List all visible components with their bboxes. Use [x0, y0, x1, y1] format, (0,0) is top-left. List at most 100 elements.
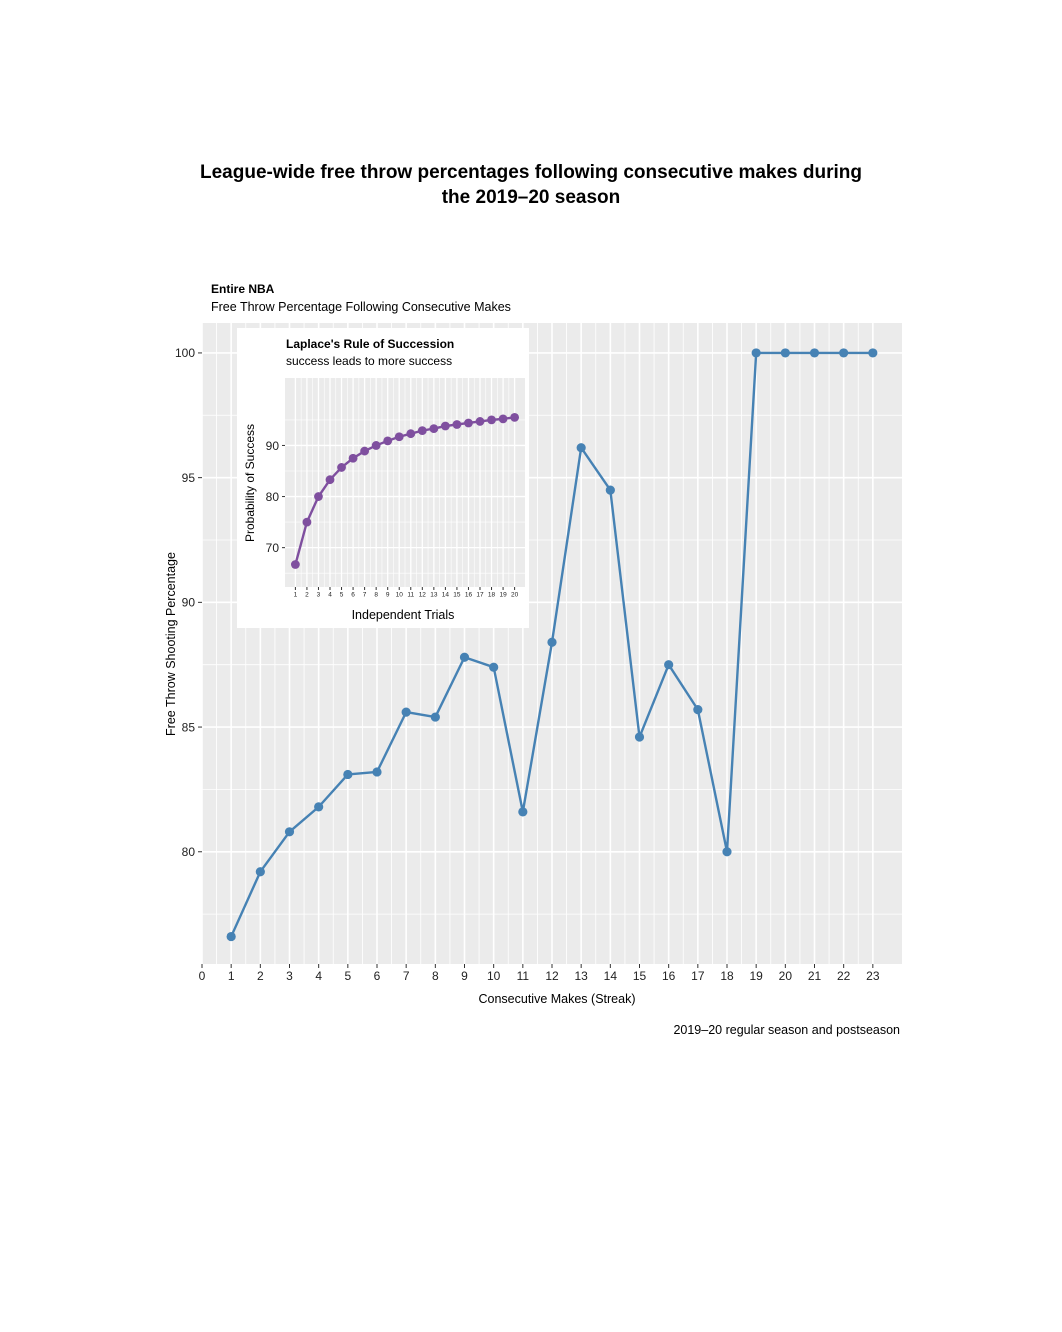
main-data-point — [314, 802, 324, 812]
inset-x-tick-label: 15 — [453, 592, 461, 599]
main-y-tick-label: 85 — [182, 720, 196, 734]
chart-caption: 2019–20 regular season and postseason — [673, 1023, 900, 1037]
main-data-point — [809, 348, 820, 358]
inset-x-tick-label: 11 — [407, 592, 414, 599]
main-x-tick-label: 20 — [779, 969, 793, 983]
inset-y-tick-label: 70 — [266, 541, 280, 555]
inset-data-point — [337, 463, 346, 472]
main-x-tick-label: 10 — [487, 969, 501, 983]
inset-data-point — [325, 475, 335, 485]
inset-x-tick-label: 12 — [419, 592, 427, 599]
main-x-tick-label: 16 — [662, 969, 676, 983]
main-x-tick-label: 4 — [315, 969, 322, 983]
main-data-point — [372, 767, 382, 777]
main-x-tick-label: 7 — [403, 969, 410, 983]
main-y-tick-label: 95 — [182, 471, 196, 485]
main-data-point — [722, 847, 732, 857]
main-data-point — [751, 348, 761, 358]
inset-data-point — [440, 421, 450, 431]
inset-data-point — [371, 441, 381, 450]
inset-x-tick-label: 10 — [396, 592, 404, 599]
inset-data-point — [429, 424, 439, 433]
main-data-point — [518, 807, 528, 817]
main-x-tick-label: 15 — [633, 969, 647, 983]
inset-data-point — [406, 429, 416, 439]
main-x-tick-label: 21 — [808, 969, 822, 983]
inset-data-point — [348, 453, 358, 463]
inset-x-tick-label: 8 — [374, 592, 378, 599]
main-data-point — [343, 769, 353, 780]
main-data-point — [780, 348, 790, 358]
inset-data-point — [394, 432, 404, 442]
inset-x-tick-label: 19 — [499, 592, 507, 599]
main-data-point — [489, 662, 499, 672]
main-data-point — [664, 660, 674, 670]
inset-x-tick-label: 4 — [328, 592, 332, 599]
main-x-tick-label: 2 — [257, 969, 264, 983]
inset-x-tick-label: 5 — [340, 592, 344, 599]
inset-chart: Laplace's Rule of Succession success lea… — [237, 328, 529, 628]
main-x-tick-label: 8 — [432, 969, 439, 983]
inset-chart-subtitle: success leads to more success — [286, 354, 452, 368]
main-data-point — [693, 704, 703, 715]
main-x-tick-label: 18 — [720, 969, 734, 983]
main-x-axis-label: Consecutive Makes (Streak) — [478, 992, 635, 1006]
inset-x-tick-label: 20 — [511, 592, 519, 599]
inset-x-tick-label: 14 — [442, 592, 450, 599]
page-title-line-2: the 2019–20 season — [441, 187, 621, 208]
inset-data-point — [452, 420, 462, 429]
inset-x-tick-label: 18 — [488, 592, 496, 599]
main-x-tick-label: 3 — [286, 969, 293, 983]
inset-x-tick-label: 16 — [465, 592, 473, 599]
main-x-tick-label: 19 — [749, 969, 763, 983]
inset-data-point — [360, 446, 370, 456]
main-data-point — [430, 712, 440, 722]
main-x-tick-label: 0 — [199, 969, 206, 983]
main-y-tick-label: 90 — [182, 596, 196, 610]
inset-x-tick-label: 7 — [363, 592, 367, 599]
main-x-tick-label: 14 — [604, 969, 618, 983]
main-data-point — [868, 348, 878, 358]
page-title-line-1: League-wide free throw percentages follo… — [200, 162, 862, 183]
inset-x-axis-label: Independent Trials — [352, 608, 455, 622]
inset-data-point — [498, 414, 508, 424]
inset-data-point — [314, 492, 323, 501]
main-x-tick-label: 1 — [228, 969, 235, 983]
inset-y-tick-label: 90 — [266, 439, 280, 453]
main-x-tick-label: 6 — [374, 969, 381, 983]
inset-data-point — [487, 415, 496, 425]
main-x-tick-label: 22 — [837, 969, 851, 983]
main-x-tick-label: 23 — [866, 969, 880, 983]
main-x-tick-label: 13 — [574, 969, 588, 983]
main-x-tick-label: 9 — [461, 969, 468, 983]
inset-y-axis-label: Probability of Success — [243, 424, 257, 542]
inset-y-tick-label: 80 — [266, 490, 280, 504]
main-data-point — [226, 931, 236, 942]
inset-data-point — [475, 417, 485, 426]
main-x-tick-label: 11 — [517, 969, 530, 983]
main-y-tick-label: 80 — [182, 845, 196, 859]
inset-data-point — [417, 426, 427, 436]
inset-chart-title: Laplace's Rule of Succession — [286, 337, 454, 351]
main-data-point — [605, 485, 615, 495]
inset-data-point — [510, 412, 520, 422]
main-data-point — [255, 867, 265, 877]
inset-x-tick-label: 9 — [386, 592, 390, 599]
main-data-point — [401, 707, 411, 717]
main-x-tick-label: 5 — [344, 969, 351, 983]
main-chart-title: Entire NBA — [211, 282, 275, 296]
inset-x-tick-label: 6 — [351, 592, 355, 599]
main-data-point — [284, 827, 295, 837]
main-data-point — [576, 443, 586, 453]
main-axes: 0 1 2 3 4 5 6 7 8 9 10 11 12 13 14 15 16 17 18 19 20 21 22 2380… — [175, 346, 880, 983]
inset-x-tick-label: 3 — [317, 592, 321, 599]
main-series — [226, 348, 878, 942]
inset-data-point — [290, 560, 300, 569]
main-chart-subtitle: Free Throw Percentage Following Consecut… — [211, 300, 511, 314]
main-x-tick-label: 17 — [691, 969, 705, 983]
inset-data-point — [302, 517, 312, 527]
main-data-point — [634, 732, 645, 742]
inset-data-point — [383, 436, 393, 446]
